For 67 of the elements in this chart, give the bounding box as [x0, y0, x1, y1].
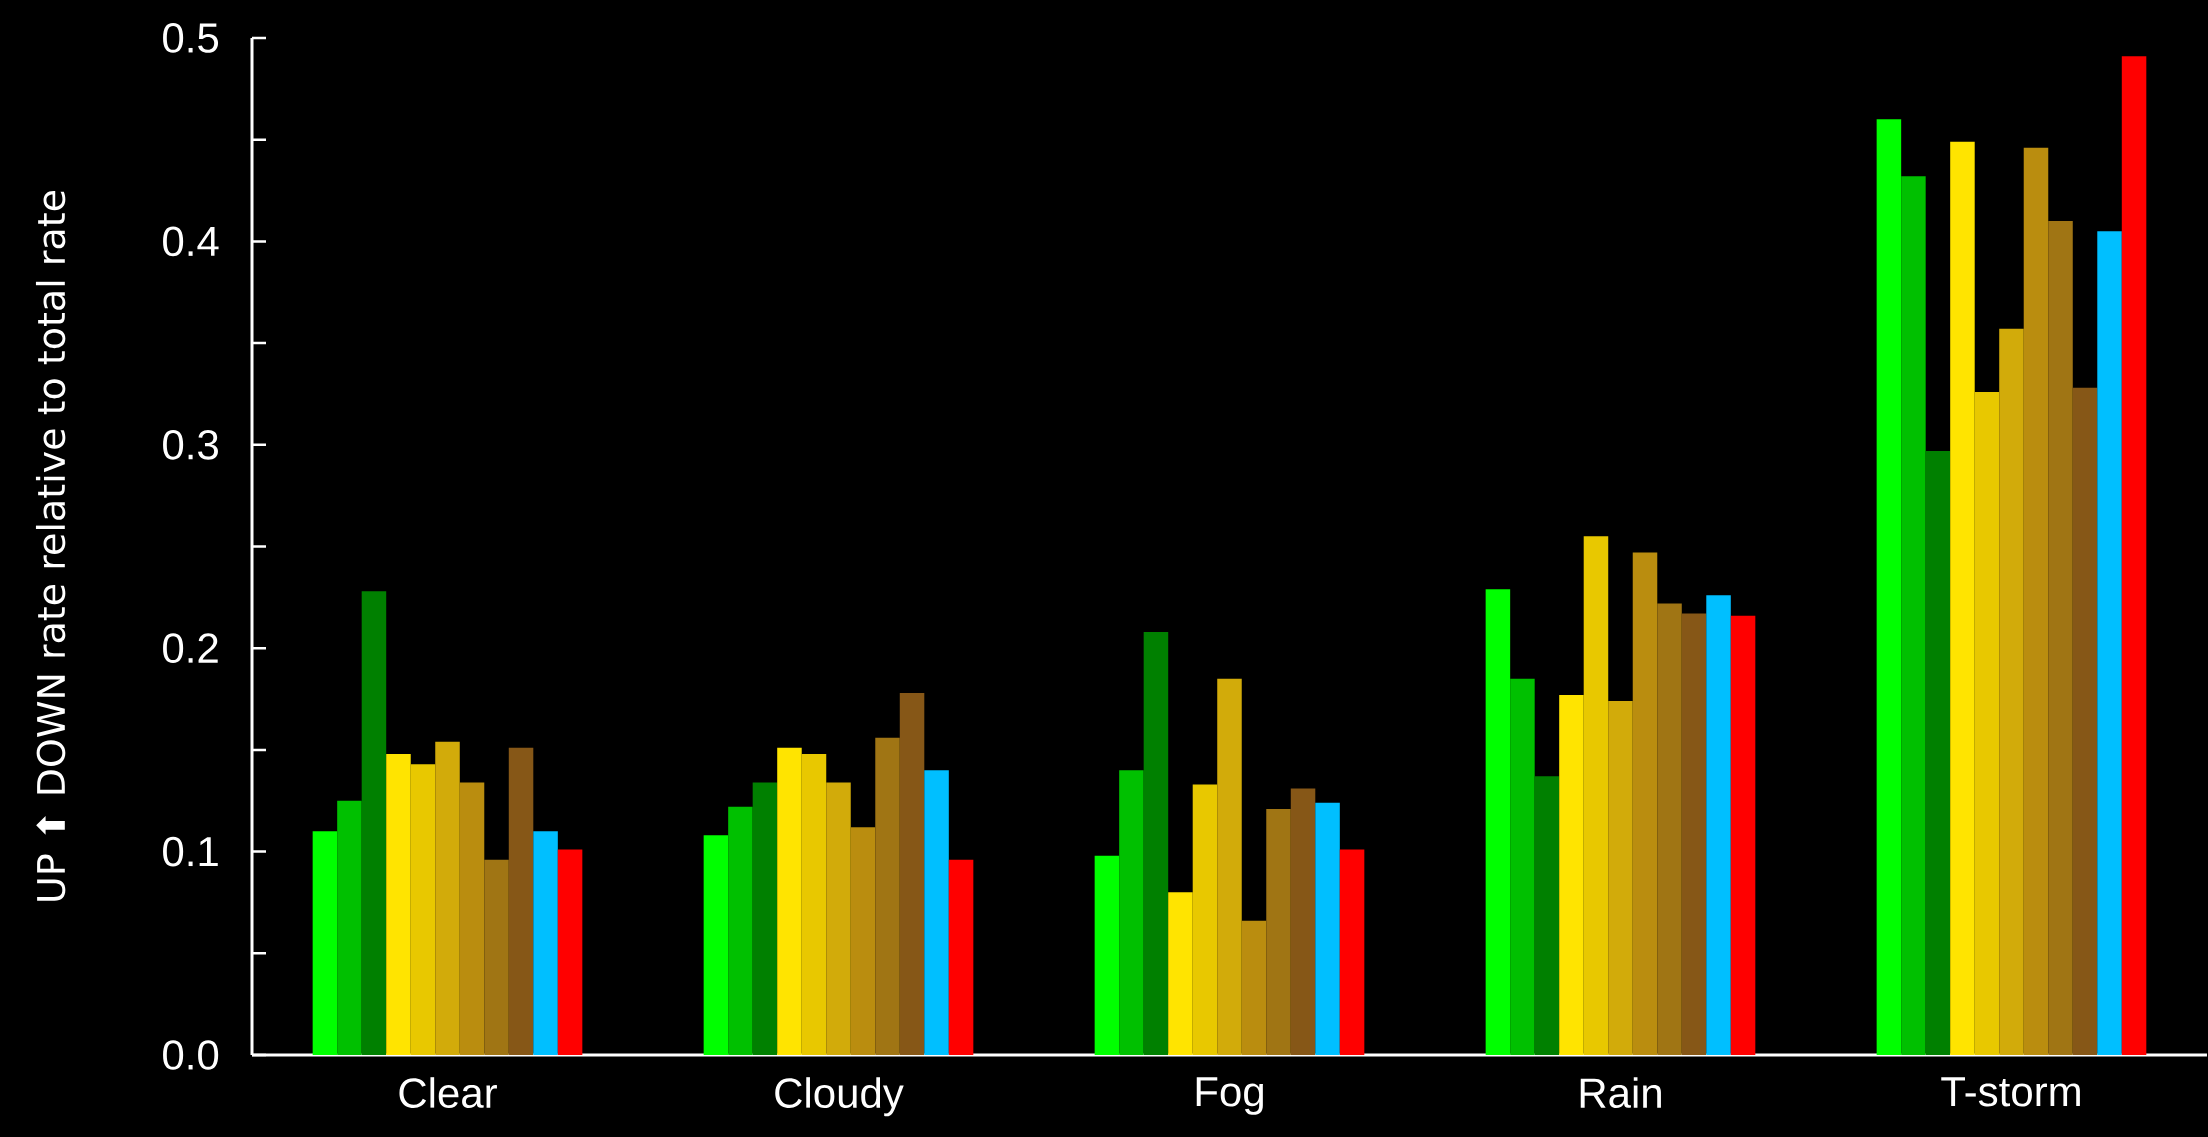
- bar: [1706, 595, 1731, 1055]
- bar: [1974, 391, 2000, 1055]
- bar: [1315, 802, 1340, 1055]
- bar: [1217, 678, 1242, 1055]
- bar: [1094, 855, 1120, 1055]
- bar: [361, 591, 387, 1055]
- bar: [1192, 784, 1218, 1055]
- bar: [1534, 776, 1560, 1055]
- bar: [557, 849, 583, 1055]
- bar: [1485, 589, 1511, 1055]
- bar: [2072, 387, 2098, 1055]
- y-axis-title: UP ⬆ DOWN rate relative to total rate: [35, 190, 66, 901]
- bar: [459, 782, 485, 1055]
- y-tick-label: 0.0: [163, 1040, 219, 1070]
- bar: [533, 831, 558, 1055]
- bar: [1950, 141, 1975, 1055]
- x-tick-label: Rain: [1580, 1077, 1661, 1109]
- bar: [1290, 788, 1316, 1055]
- bar: [1657, 603, 1682, 1055]
- bar: [1583, 536, 1609, 1055]
- bar: [924, 770, 949, 1055]
- bar: [508, 747, 534, 1055]
- bar: [875, 737, 900, 1055]
- bar: [703, 835, 729, 1055]
- bar: [752, 782, 778, 1055]
- bar: [801, 753, 827, 1055]
- y-tick-label: 0.5: [163, 23, 219, 53]
- x-tick-label: Fog: [1196, 1077, 1263, 1115]
- bar: [1876, 119, 1902, 1055]
- bar: [337, 800, 362, 1055]
- bar: [435, 741, 460, 1055]
- bar: [826, 782, 851, 1055]
- bar: [1632, 552, 1658, 1055]
- bar: [386, 753, 411, 1055]
- y-tick-label: 0.2: [163, 633, 218, 664]
- bar: [1681, 613, 1707, 1055]
- bar: [1143, 631, 1169, 1055]
- bar: [1925, 450, 1951, 1055]
- bar: [410, 764, 436, 1055]
- bar: [2121, 56, 2147, 1055]
- bar: [2097, 231, 2122, 1055]
- bar: [728, 806, 753, 1055]
- bar: [899, 692, 925, 1055]
- x-tick-label: T-storm: [1941, 1077, 2080, 1107]
- bar: [1119, 770, 1144, 1055]
- bar: [1999, 328, 2024, 1055]
- bar: [1510, 678, 1535, 1055]
- bar: [484, 859, 509, 1055]
- y-tick-label: 0.4: [163, 226, 219, 257]
- bar: [1559, 694, 1584, 1055]
- bar: [777, 747, 802, 1055]
- bar: [1266, 808, 1291, 1055]
- bar: [312, 831, 338, 1055]
- bar: [948, 859, 974, 1055]
- x-tick-label: Cloudy: [775, 1077, 904, 1117]
- bar: [1241, 920, 1267, 1055]
- y-tick-label: 0.3: [163, 429, 218, 460]
- x-tick-label: Clear: [399, 1077, 497, 1109]
- y-tick-label: 0.1: [163, 836, 218, 867]
- bar: [1901, 176, 1926, 1055]
- bar: [2048, 221, 2073, 1055]
- bar: [1608, 701, 1633, 1055]
- bar: [2023, 147, 2049, 1055]
- bar: [1339, 849, 1365, 1055]
- bar: [850, 827, 876, 1055]
- bar: [1730, 615, 1756, 1055]
- bar: [1168, 892, 1193, 1055]
